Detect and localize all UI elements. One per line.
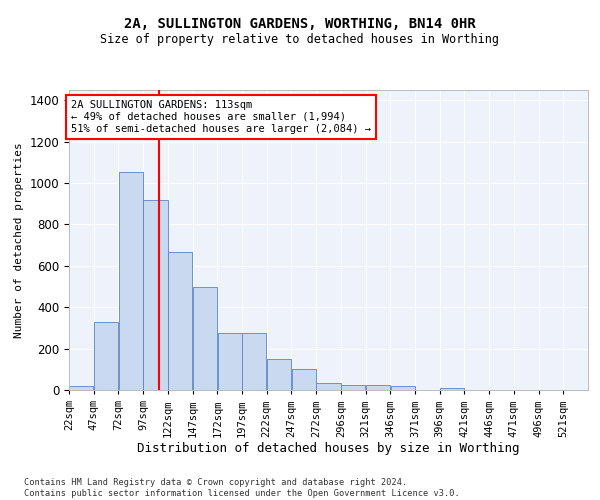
Bar [69,386,94,390]
Bar [168,252,193,390]
Bar [341,386,365,390]
Bar [316,383,341,390]
Text: Contains HM Land Registry data © Crown copyright and database right 2024.
Contai: Contains HM Land Registry data © Crown c… [24,478,460,498]
Bar [119,172,143,390]
Bar [193,286,217,390]
Bar [242,333,266,390]
Bar [292,368,316,390]
Y-axis label: Number of detached properties: Number of detached properties [14,142,24,338]
Bar [218,333,242,390]
Text: 2A SULLINGTON GARDENS: 113sqm
← 49% of detached houses are smaller (1,994)
51% o: 2A SULLINGTON GARDENS: 113sqm ← 49% of d… [71,100,371,134]
Bar [143,200,167,390]
Text: Size of property relative to detached houses in Worthing: Size of property relative to detached ho… [101,32,499,46]
Bar [440,388,464,390]
Bar [94,322,118,390]
Bar [267,359,291,390]
Text: 2A, SULLINGTON GARDENS, WORTHING, BN14 0HR: 2A, SULLINGTON GARDENS, WORTHING, BN14 0… [124,18,476,32]
Bar [391,386,415,390]
X-axis label: Distribution of detached houses by size in Worthing: Distribution of detached houses by size … [137,442,520,455]
Bar [366,386,390,390]
